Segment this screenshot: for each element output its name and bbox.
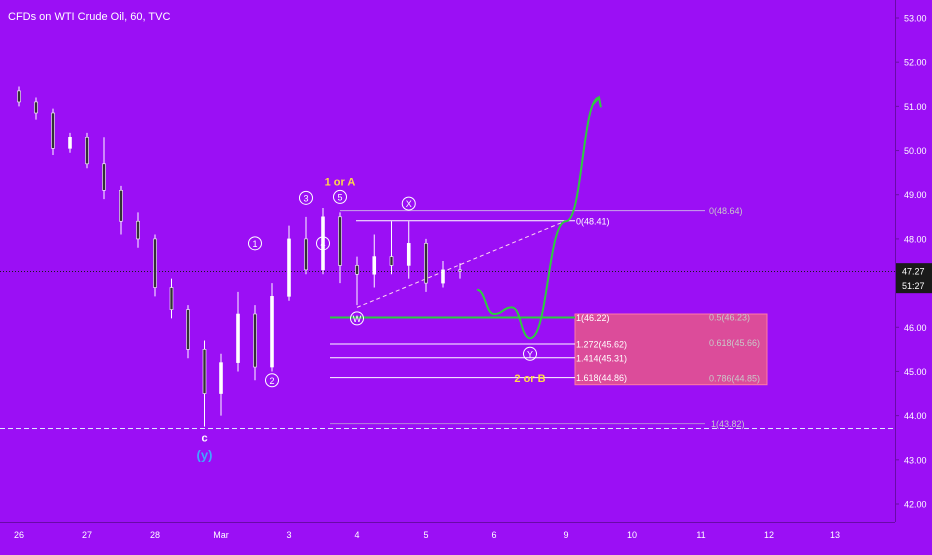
candle-body: [389, 256, 394, 266]
lines-layer: [0, 210, 895, 429]
current-price-badge: [896, 263, 932, 294]
candle-body: [304, 238, 308, 271]
fib-faded-label: 0(48.64): [709, 206, 743, 216]
x-tick-label: 11: [696, 530, 705, 540]
wave-label-circle: [299, 190, 313, 205]
wave-label-circle: [248, 236, 262, 251]
x-tick-label: 28: [150, 530, 160, 540]
candle-body: [253, 313, 257, 368]
wave-label: X: [406, 199, 412, 209]
time-axis[interactable]: 26 27 28 Mar 3 4 5 6 9 10 11 12 13: [14, 530, 840, 540]
trendline: [356, 220, 567, 308]
y-tick-label: 52.00: [904, 58, 927, 68]
candle-body: [169, 287, 174, 310]
candle-body: [17, 90, 21, 103]
bar-countdown-label: 51:27: [902, 281, 925, 291]
candle-body: [321, 216, 325, 271]
y-tick-label: 45.00: [904, 367, 927, 377]
y-tick-label: 43.00: [904, 455, 927, 465]
projection-arrowhead: [591, 95, 602, 108]
candles-layer: [17, 86, 462, 427]
x-tick-label: 9: [563, 530, 568, 540]
wave-label-circle: [523, 346, 537, 361]
wave-label-circle: [265, 373, 279, 388]
fib-faded-label: 0.5(46.23): [709, 313, 750, 323]
wave-annotation: c: [201, 433, 207, 445]
candle-body: [153, 238, 157, 288]
fib-level-label: 1.272(45.62): [576, 340, 627, 350]
current-price-label: 47.27: [902, 267, 925, 277]
target-zone-box: [574, 313, 768, 386]
wave-label: 5: [337, 192, 342, 202]
wave-label-circle: [401, 196, 416, 211]
x-tick-label: 3: [286, 530, 291, 540]
y-tick-label: 50.00: [904, 146, 927, 156]
y-tick-label: 46.00: [904, 323, 927, 333]
candle-body: [270, 296, 274, 368]
projection-path: [476, 96, 600, 340]
price-axis[interactable]: 53.0052.0051.0050.0049.0048.0047.0046.00…: [895, 14, 932, 510]
wave-label: 3: [303, 193, 308, 203]
candle-body: [202, 349, 207, 394]
x-tick-label: 5: [423, 530, 428, 540]
candle-body: [441, 269, 445, 284]
chart-title: CFDs on WTI Crude Oil, 60, TVC: [8, 11, 171, 23]
candle-body: [355, 265, 359, 275]
fib-level-label: 1.414(45.31): [576, 353, 627, 363]
fib-level-label: 0(48.41): [576, 216, 610, 226]
wave-label-circle: [350, 311, 364, 326]
x-tick-label: 6: [491, 530, 496, 540]
y-tick-label: 44.00: [904, 411, 927, 421]
candle-body: [458, 269, 462, 272]
candle-body: [85, 136, 89, 165]
candle-body: [219, 362, 223, 394]
y-tick-label: 53.00: [904, 14, 927, 24]
wave-label: W: [353, 314, 362, 324]
y-tick-label: 49.00: [904, 190, 927, 200]
candle-body: [236, 313, 240, 363]
plot-area: [0, 0, 895, 522]
candle-body: [51, 112, 55, 149]
candle-body: [68, 136, 72, 149]
x-tick-label: Mar: [213, 530, 229, 540]
candle-body: [34, 101, 38, 114]
fib-level-label: 1(46.22): [576, 313, 610, 323]
x-tick-label: 10: [627, 530, 637, 540]
candle-body: [186, 309, 190, 350]
x-tick-label: 4: [354, 530, 359, 540]
candle-body: [424, 243, 428, 284]
wave-label: 2: [269, 376, 274, 386]
fib-faded-label: 0.618(45.66): [709, 338, 760, 348]
wave-label: 1: [252, 239, 257, 249]
candle-body: [372, 256, 377, 275]
candle-body: [119, 190, 123, 222]
y-tick-label: 42.00: [904, 500, 927, 510]
wave-label-circle: [316, 236, 330, 251]
x-tick-label: 12: [764, 530, 774, 540]
fib-faded-label: 0.786(44.85): [709, 374, 760, 384]
candle-body: [136, 220, 140, 240]
y-tick-label: 51.00: [904, 102, 927, 112]
fib-level-label: 1.618(44.86): [576, 373, 627, 383]
wave-annotation: 2 or B: [514, 373, 545, 385]
x-tick-label: 26: [14, 530, 24, 540]
wave-label: 4: [320, 239, 325, 249]
y-tick-label: 48.00: [904, 234, 927, 244]
wave-annotation: (y): [197, 447, 213, 462]
fib-faded-label: 1(43.82): [711, 419, 745, 429]
wave-annotation: 1 or A: [325, 176, 356, 188]
overlay-layer: 0(48.64) 0.5(46.23) 0.618(45.66) 0.786(44.8…: [197, 95, 760, 462]
candle-body: [406, 243, 411, 266]
x-tick-label: 27: [82, 530, 92, 540]
candle-body: [287, 238, 291, 297]
x-tick-label: 13: [830, 530, 840, 540]
wave-label-circle: [333, 189, 347, 204]
candle-body: [102, 163, 106, 191]
wave-label: Y: [527, 349, 533, 359]
candle-body: [338, 216, 342, 266]
